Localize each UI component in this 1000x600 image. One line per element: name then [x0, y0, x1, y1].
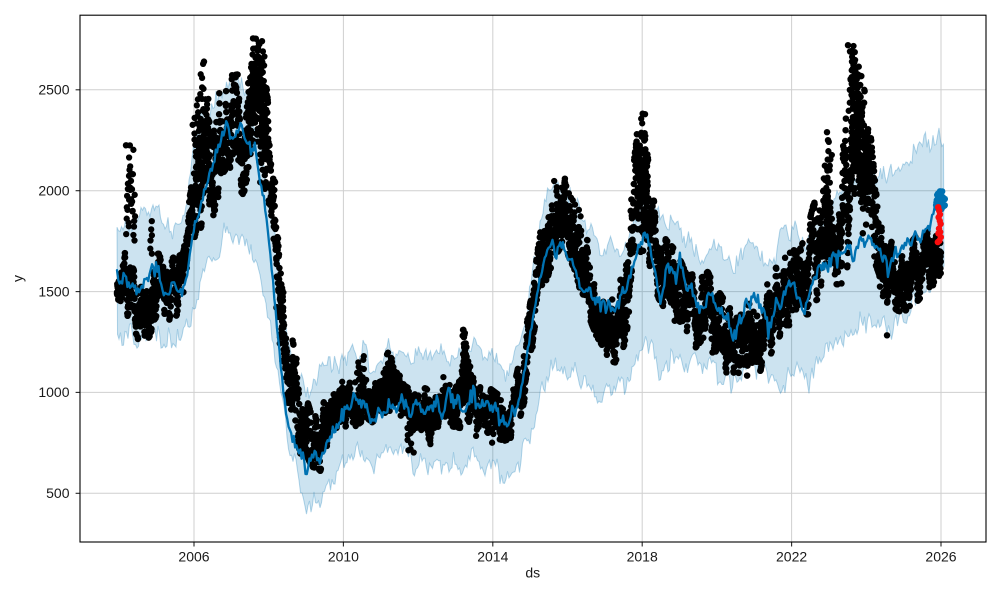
svg-text:1000: 1000	[38, 384, 69, 400]
svg-text:2014: 2014	[477, 549, 508, 565]
svg-text:2006: 2006	[178, 549, 209, 565]
svg-text:2018: 2018	[627, 549, 658, 565]
svg-text:2500: 2500	[38, 82, 69, 98]
svg-text:2010: 2010	[328, 549, 359, 565]
svg-text:1500: 1500	[38, 283, 69, 299]
svg-text:ds: ds	[525, 565, 540, 581]
svg-text:y: y	[10, 275, 26, 282]
svg-text:2022: 2022	[776, 549, 807, 565]
svg-text:2026: 2026	[925, 549, 956, 565]
svg-text:500: 500	[46, 485, 70, 501]
svg-text:2000: 2000	[38, 183, 69, 199]
